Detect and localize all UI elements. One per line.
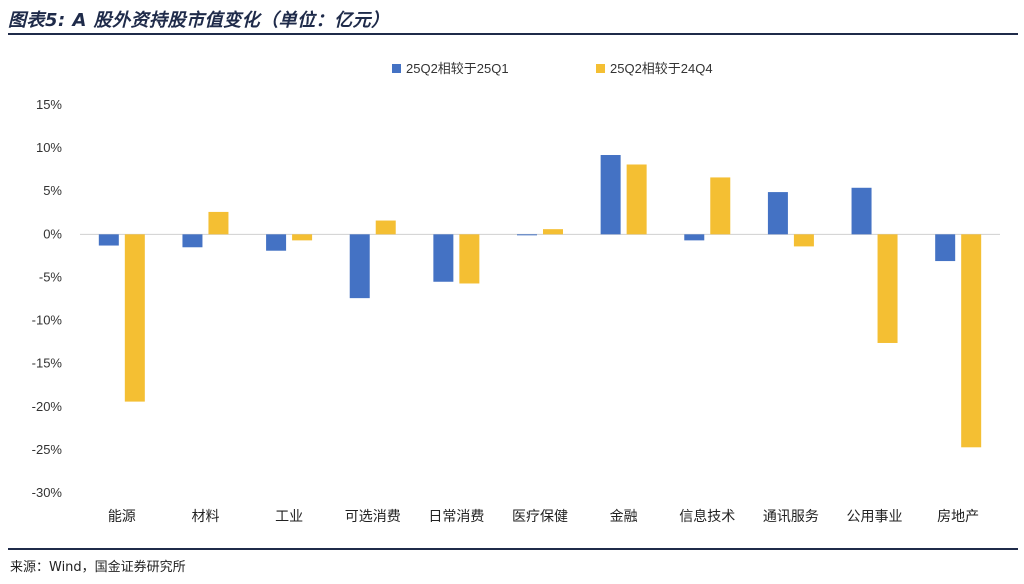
bar-series-1 bbox=[851, 187, 872, 235]
title-rule bbox=[8, 33, 1018, 35]
category-label: 日常消费 bbox=[428, 509, 484, 525]
bar-series-2 bbox=[793, 234, 814, 247]
category-label: 材料 bbox=[191, 509, 219, 525]
footer-rule bbox=[8, 548, 1018, 550]
y-tick-label: -15% bbox=[32, 356, 63, 371]
y-tick-label: -10% bbox=[32, 313, 63, 328]
y-tick-label: -25% bbox=[32, 442, 63, 457]
y-tick-label: -5% bbox=[39, 269, 63, 284]
y-tick-label: 5% bbox=[43, 183, 62, 198]
bar-series-1 bbox=[349, 234, 370, 299]
bars bbox=[98, 155, 982, 448]
bar-series-2 bbox=[710, 177, 731, 235]
bar-series-2 bbox=[208, 211, 229, 235]
y-tick-label: 15% bbox=[36, 97, 62, 112]
chart-title: 图表5: A 股外资持股市值变化（单位：亿元） bbox=[8, 10, 390, 31]
category-label: 能源 bbox=[108, 509, 136, 525]
bar-series-1 bbox=[767, 192, 788, 235]
bar-series-1 bbox=[98, 234, 119, 246]
category-label: 通讯服务 bbox=[763, 509, 819, 525]
category-label: 工业 bbox=[275, 509, 303, 525]
category-label: 可选消费 bbox=[345, 509, 401, 525]
bar-series-2 bbox=[375, 220, 396, 235]
legend-swatch bbox=[596, 64, 605, 73]
bar-series-2 bbox=[877, 234, 898, 343]
category-label: 公用事业 bbox=[847, 509, 903, 525]
bar-series-1 bbox=[266, 234, 287, 251]
y-tick-label: -20% bbox=[32, 399, 63, 414]
bar-series-2 bbox=[543, 229, 563, 235]
x-axis: 能源 材料 工业 可选消费 日常消费 医疗保健 金融 信息技术 通讯服务 公用事业 房地产 bbox=[108, 508, 979, 525]
bar-chart: 25Q2相较于25Q1 25Q2相较于24Q4 15% 10% 5% 0% -5% -10%… bbox=[32, 61, 1000, 525]
bar-series-1 bbox=[182, 234, 203, 248]
category-label: 信息技术 bbox=[679, 508, 735, 525]
y-tick-label: 10% bbox=[36, 140, 62, 155]
legend-label: 25Q2相较于24Q4 bbox=[610, 61, 713, 76]
legend-label: 25Q2相较于25Q1 bbox=[406, 61, 509, 76]
bar-series-2 bbox=[292, 234, 313, 241]
category-label: 房地产 bbox=[937, 509, 979, 525]
bar-series-2 bbox=[626, 164, 647, 235]
chart-legend: 25Q2相较于25Q1 25Q2相较于24Q4 bbox=[392, 61, 713, 76]
bar-series-1 bbox=[433, 234, 454, 282]
bar-series-1 bbox=[517, 234, 537, 236]
y-tick-label: 0% bbox=[43, 226, 62, 241]
bar-series-2 bbox=[961, 234, 982, 448]
category-label: 医疗保健 bbox=[512, 509, 568, 525]
category-label: 金融 bbox=[610, 509, 638, 525]
bar-series-1 bbox=[684, 234, 705, 241]
source-note: 来源：Wind，国金证券研究所 bbox=[10, 560, 186, 575]
bar-series-1 bbox=[935, 234, 956, 262]
bar-series-1 bbox=[600, 155, 621, 235]
bar-series-2 bbox=[459, 234, 480, 284]
legend-swatch bbox=[392, 64, 401, 73]
bar-series-2 bbox=[124, 234, 145, 402]
y-tick-label: -30% bbox=[32, 485, 63, 500]
y-axis: 15% 10% 5% 0% -5% -10% -15% -20% -25% -30% bbox=[32, 97, 1000, 500]
